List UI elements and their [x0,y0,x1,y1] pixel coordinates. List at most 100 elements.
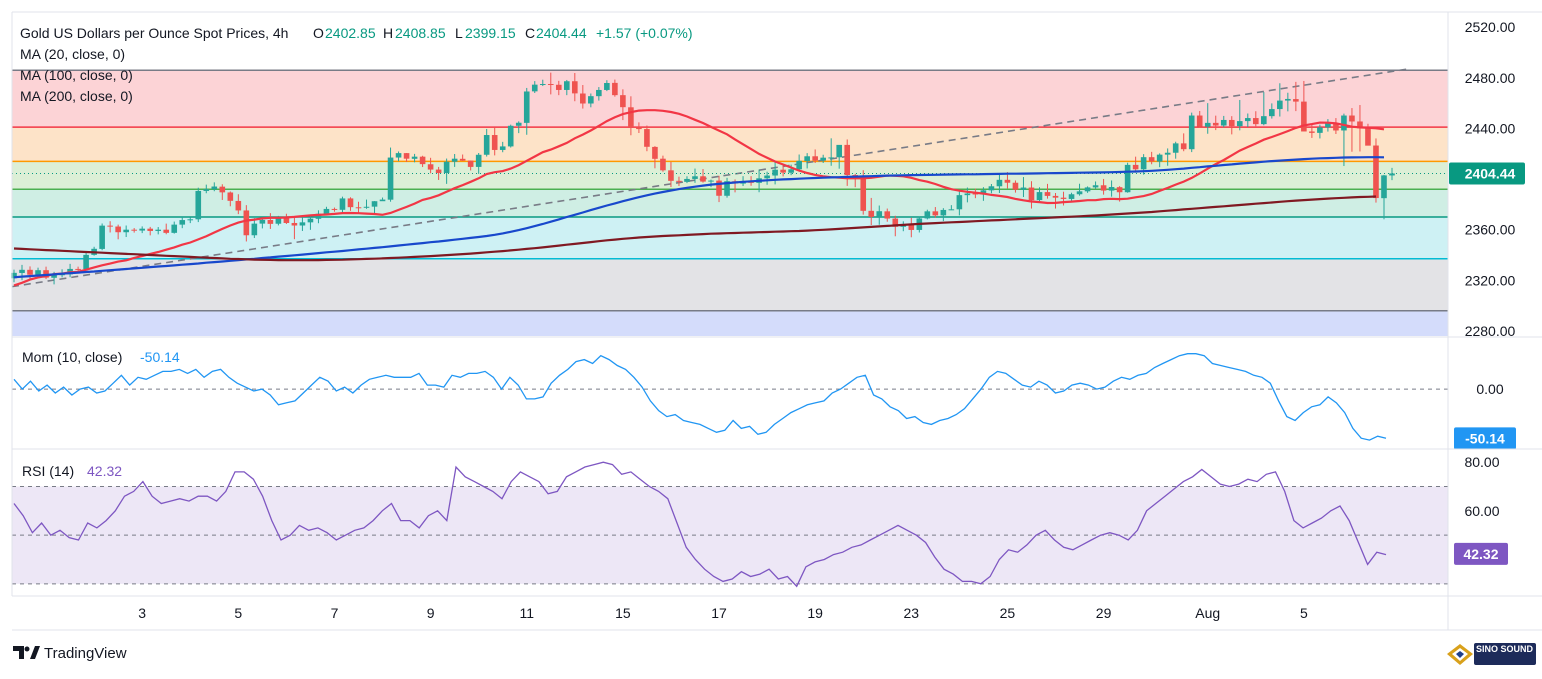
legend-ma20[interactable]: MA (20, close, 0) [20,46,125,62]
candle-body [147,228,154,231]
candle-body [379,199,386,202]
rsi-label: RSI (14) [22,463,74,479]
candle-body [684,178,690,182]
time-tick-label: 25 [1000,605,1016,621]
last-price-badge [1449,162,1525,185]
legend-symbol[interactable]: Gold US Dollars per Ounce Spot Prices, 4… [20,25,288,41]
momentum-value: -50.14 [140,349,180,365]
trendline-dashed [11,68,1409,288]
candle-body [708,180,714,182]
candle-body [828,157,834,159]
momentum-badge-label: -50.14 [1465,430,1505,446]
candle-body [724,181,730,196]
candle-body [652,146,658,159]
candle-body [435,169,442,173]
price-tick-label: 2480.00 [1465,70,1516,86]
legend-ma200[interactable]: MA (200, close, 0) [20,88,133,104]
candle-body [908,224,915,230]
candle-body [243,210,250,236]
candle-body [1269,109,1275,117]
candle-body [660,158,666,171]
legend-close-label: C [525,25,535,41]
candle-body [892,218,899,227]
price-axes: 2520.002480.002440.002400.002360.002320.… [11,11,1542,631]
tradingview-brand[interactable]: TradingView [44,645,127,662]
time-tick-label: 3 [138,605,146,621]
candle-body [628,107,634,128]
candle-body [491,135,498,150]
rsi-tick-label: 60.00 [1464,503,1499,519]
candle-body [1357,121,1363,129]
candle-body [972,193,979,195]
rsi-value: 42.32 [87,463,122,479]
candle-body [203,189,210,191]
candle-body [1236,121,1243,127]
candle-body [956,195,963,210]
candle-body [219,186,226,193]
candle-body [636,127,642,130]
candle-body [948,209,955,211]
candle-body [123,229,129,233]
candle-body [1293,99,1299,102]
price-tick-label: 2320.00 [1465,272,1516,288]
candle-body [363,206,370,208]
candle-body [299,222,306,226]
rsi-line [13,461,1387,588]
legend-close-value: 2404.44 [536,25,587,41]
price-tick-label: 2520.00 [1465,19,1516,35]
candle-body [499,146,506,150]
candle-body [940,209,947,216]
candle-body [515,122,522,126]
candle-body [419,156,426,165]
candle-body [772,169,778,176]
candle-body [1301,101,1307,132]
price-tick-label: 2280.00 [1465,323,1516,339]
candle-body [1036,192,1043,201]
candle-body [387,157,394,200]
candle-body [700,176,706,182]
candle-body [804,156,810,161]
fib-zone [12,310,1448,336]
candle-body [1172,143,1179,153]
fib-zone [12,127,1448,162]
candle-body [355,207,362,209]
candle-body [347,198,354,208]
watermark-text: SINO SOUND [1476,644,1534,654]
time-tick-label: 23 [904,605,920,621]
candle-body [1341,115,1347,131]
candle-body [1309,131,1315,133]
legend-ma100[interactable]: MA (100, close, 0) [20,67,133,83]
candle-body [796,160,802,170]
candle-body [1028,187,1035,201]
candle-body [179,220,186,225]
candle-body [1052,195,1059,198]
candle-body [1092,185,1099,188]
time-axis: 3 5 7 9 11 15 17 19 23 25 29 Aug 5 [138,605,1308,621]
candle-body [1365,128,1371,146]
candle-body [1228,119,1235,127]
rsi-tick-label: 80.00 [1464,454,1499,470]
candle-body [572,81,578,94]
fib-zone [12,258,1448,311]
candle-body [83,254,89,270]
candle-body [988,186,995,191]
time-tick-label: 5 [234,605,242,621]
momentum-tick-label: 0.00 [1476,381,1503,397]
tradingview-logo-icon[interactable] [13,646,40,659]
moving-averages [13,109,1385,287]
candle-body [107,225,113,227]
candle-body [716,180,722,196]
last-price-label: 2404.44 [1465,165,1516,181]
candle-body [547,84,554,86]
candle-body [27,269,33,275]
candle-body [692,176,698,179]
fibonacci-levels [12,69,1448,336]
candle-body [331,208,338,210]
candle-body [1164,152,1171,155]
candle-body [1252,118,1259,125]
ma-line [13,109,1385,287]
candle-body [1220,119,1227,126]
candle-body [11,272,17,279]
candle-body [51,274,57,278]
candle-body [588,96,594,104]
